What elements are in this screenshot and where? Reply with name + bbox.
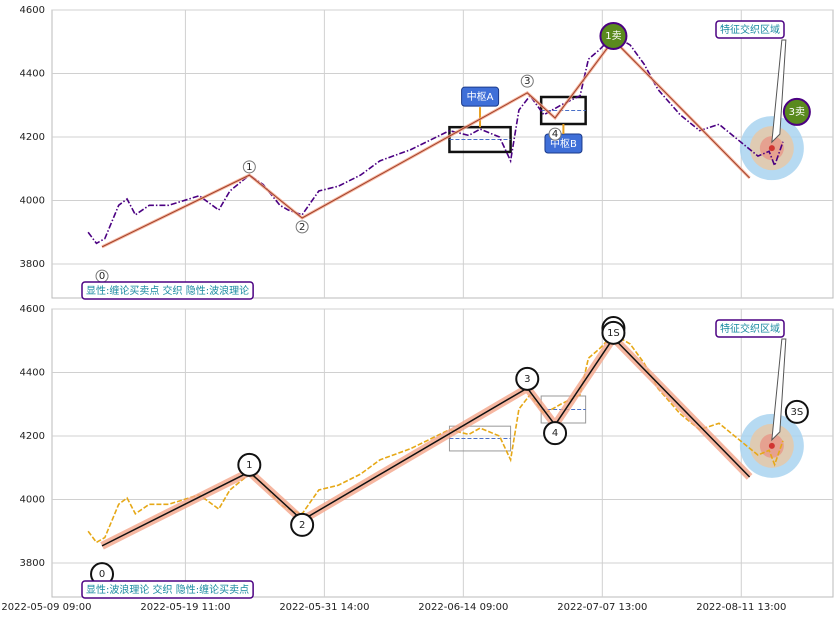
- point-label: 4: [552, 428, 558, 439]
- point-label: 0: [99, 569, 105, 580]
- zone-label-text: 特征交织区域: [720, 322, 780, 335]
- x-tick-label: 2022-05-19 11:00: [140, 602, 230, 613]
- x-tick-label: 2022-05-09 09:00: [1, 602, 91, 613]
- zone-ring: [768, 442, 775, 449]
- point-marker: [237, 452, 262, 477]
- pivot-label: 中枢A: [461, 86, 500, 107]
- zone-label: 特征交织区域: [715, 319, 785, 338]
- price-line: [87, 34, 784, 245]
- y-tick-label: 4200: [20, 132, 45, 143]
- x-tick-label: 2022-06-14 09:00: [418, 602, 508, 613]
- point-marker: [515, 366, 540, 391]
- point-marker: [548, 127, 562, 141]
- x-tick-label: 2022-07-07 13:00: [557, 602, 647, 613]
- zone-label-box: [715, 319, 785, 338]
- point-marker: [290, 512, 315, 537]
- y-tick-label: 3800: [20, 259, 45, 270]
- note-box: [81, 281, 254, 300]
- point-label: 2: [299, 520, 305, 531]
- zone-label-text: 特征交织区域: [720, 23, 780, 36]
- signal-marker: [782, 97, 811, 126]
- point-label: 3S: [791, 407, 804, 418]
- point-marker: [784, 399, 809, 424]
- note-box: [81, 580, 254, 599]
- plot-area: [51, 308, 834, 598]
- y-tick-label: 4400: [20, 69, 45, 80]
- point-marker: [242, 160, 256, 174]
- zone-arrow: [771, 39, 787, 144]
- y-tick-label: 4200: [20, 431, 45, 442]
- point-label: 3: [524, 76, 530, 87]
- y-tick-label: 4000: [20, 196, 45, 207]
- y-tick-label: 4600: [20, 304, 45, 315]
- point-label: 3: [524, 374, 530, 385]
- note: 显性:波浪理论 交织 隐性:缠论买卖点: [81, 580, 254, 599]
- zone-label-box: [715, 20, 785, 39]
- note-text: 显性:波浪理论 交织 隐性:缠论买卖点: [86, 583, 249, 596]
- x-tick-label: 2022-05-31 14:00: [279, 602, 369, 613]
- y-tick-label: 4000: [20, 495, 45, 506]
- zone-label: 特征交织区域: [715, 20, 785, 39]
- point-label: 1: [246, 460, 252, 471]
- signal-label: 1卖: [605, 30, 621, 42]
- note: 显性:缠论买卖点 交织 隐性:波浪理论: [81, 281, 254, 300]
- y-tick-label: 4400: [20, 368, 45, 379]
- point-label: 4: [552, 129, 558, 140]
- plot-area: [51, 9, 834, 299]
- point-label: 1S: [607, 328, 620, 339]
- point-marker: [520, 74, 534, 88]
- signal-label: 3卖: [789, 106, 805, 118]
- point-marker: [295, 220, 309, 234]
- zone-arrow: [771, 338, 787, 442]
- point-label: 0: [99, 271, 105, 282]
- y-tick-label: 4600: [20, 5, 45, 16]
- point-marker: [601, 320, 626, 345]
- pivot-label-box: [461, 86, 500, 107]
- point-marker: [543, 421, 568, 446]
- note-text: 显性:缠论买卖点 交织 隐性:波浪理论: [86, 284, 249, 297]
- x-tick-label: 2022-08-11 13:00: [696, 602, 786, 613]
- y-tick-label: 3800: [20, 558, 45, 569]
- pivot-label-text: 中枢A: [467, 90, 494, 103]
- signal-marker: [599, 22, 628, 51]
- zone-ring: [768, 145, 775, 152]
- point-label: 1: [246, 162, 252, 173]
- point-label: 2: [299, 222, 305, 233]
